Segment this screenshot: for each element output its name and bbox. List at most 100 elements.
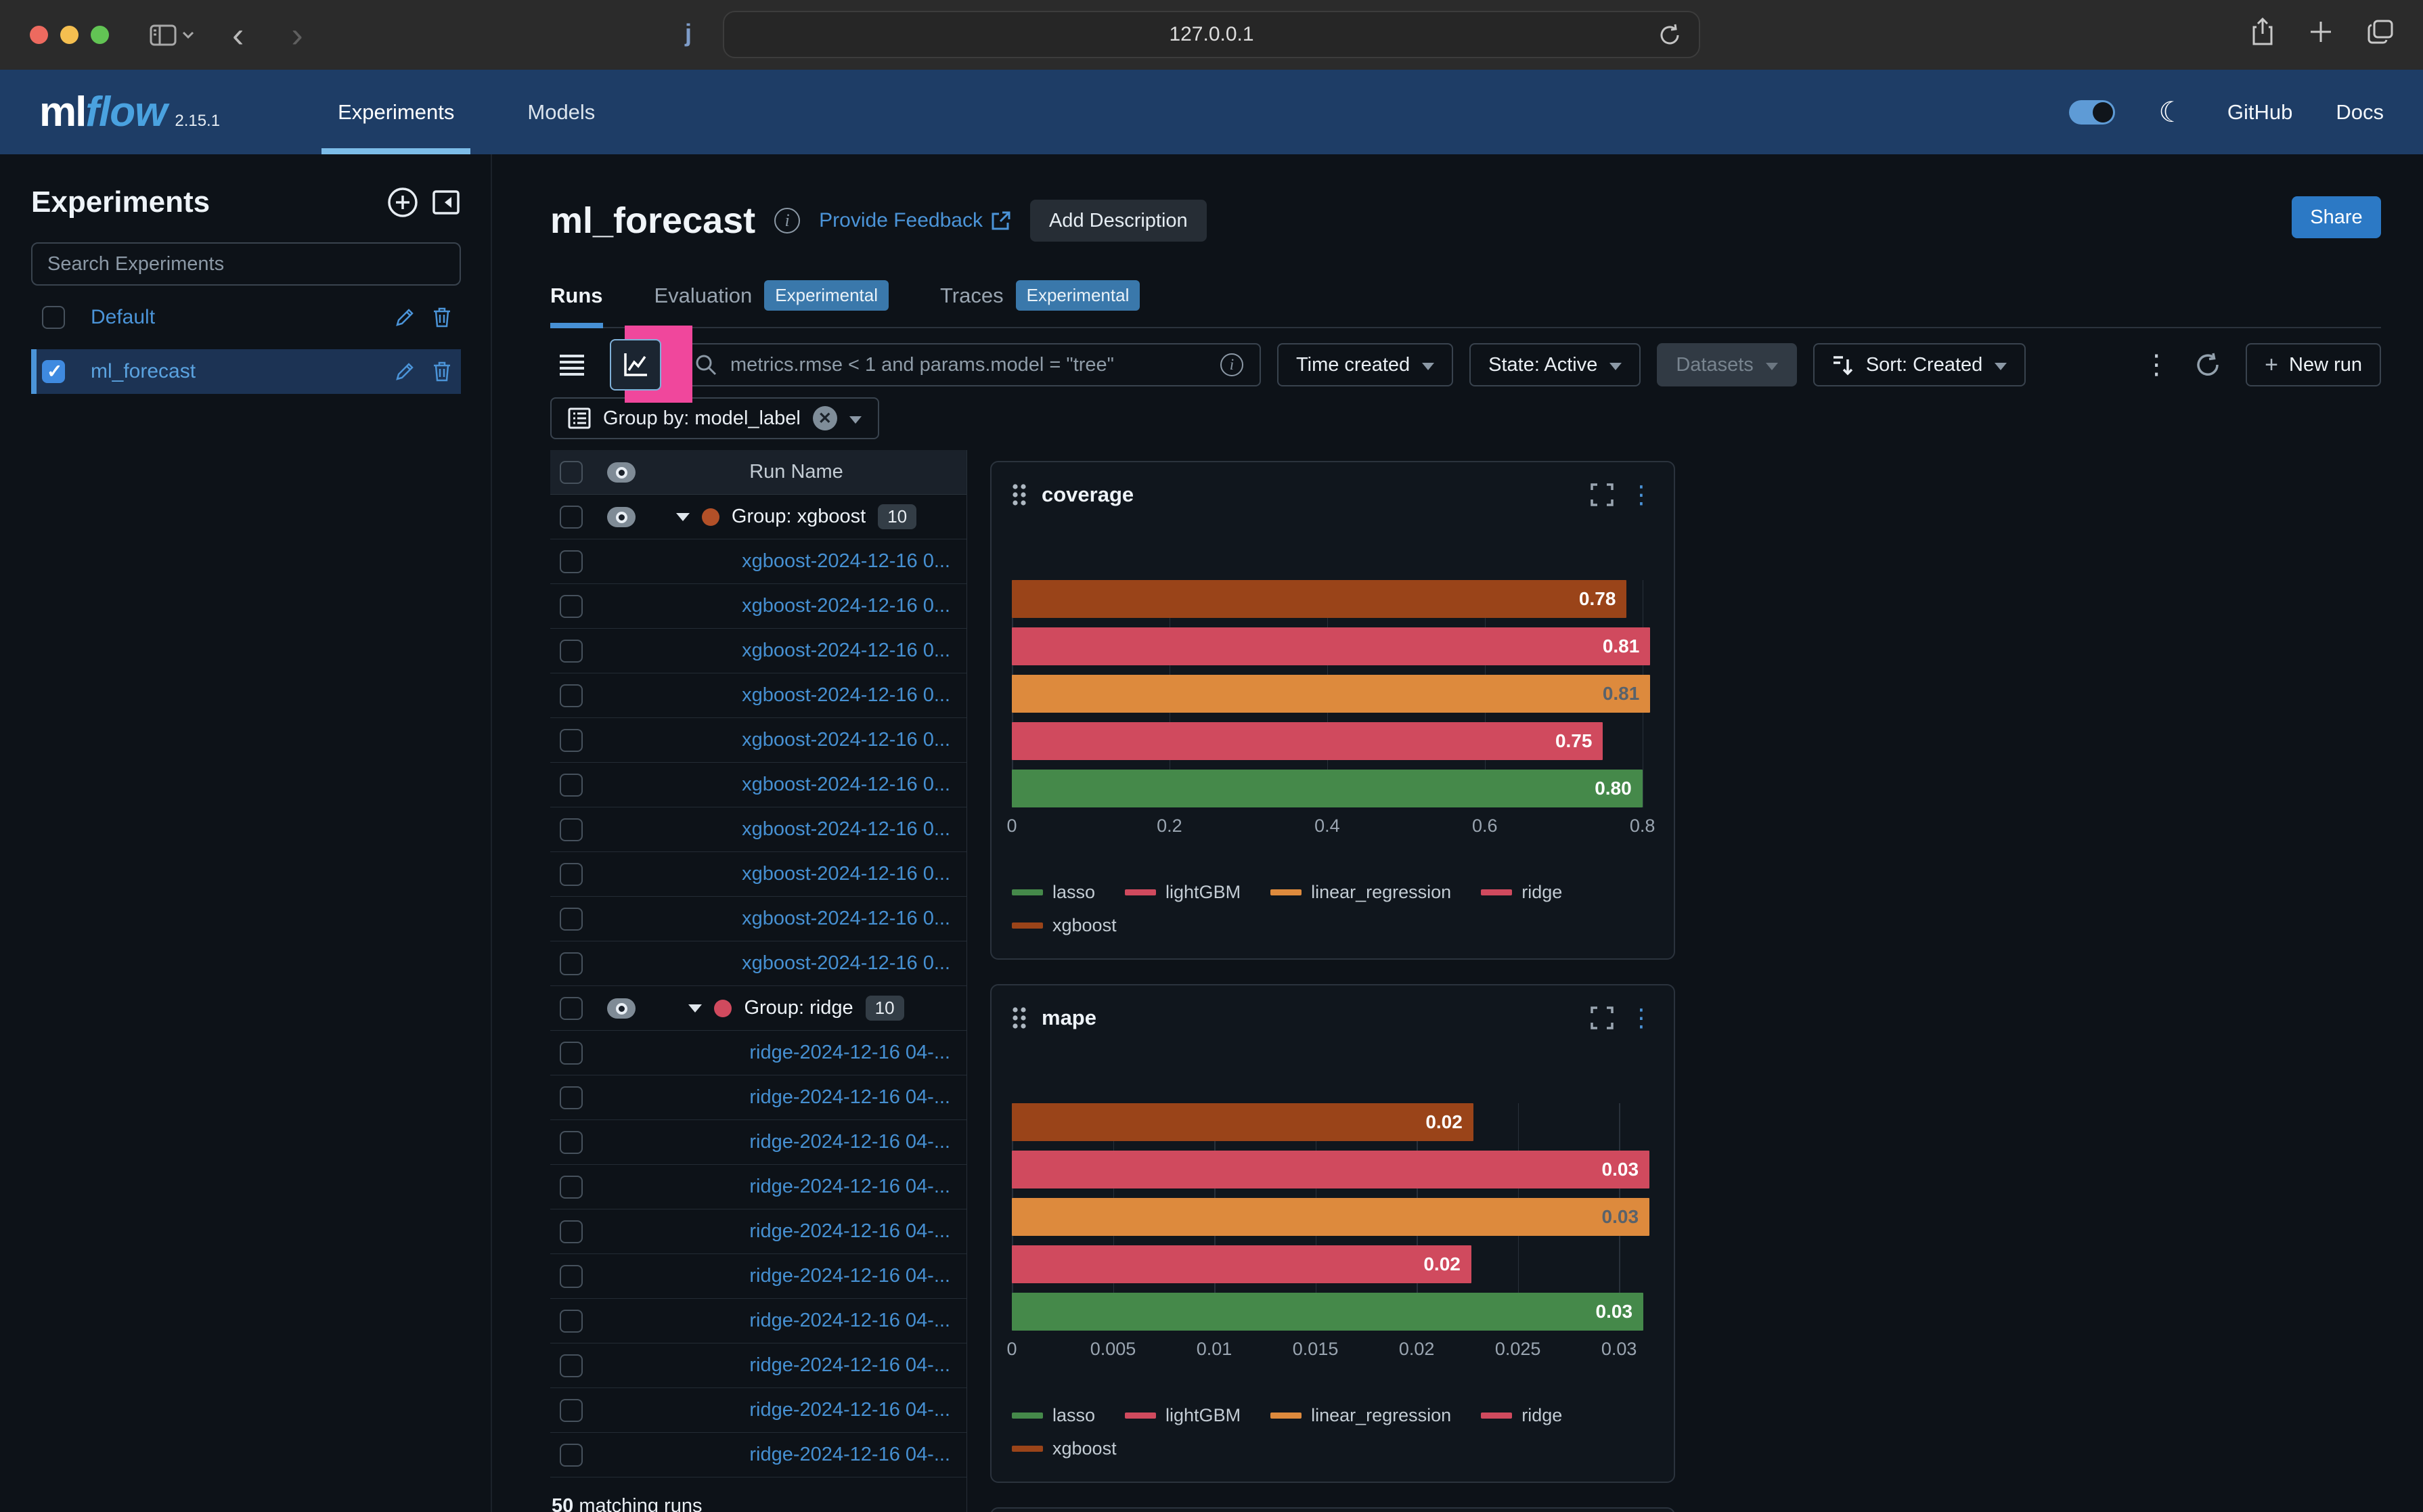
row-checkbox[interactable]	[560, 505, 583, 529]
run-name-link[interactable]: ridge-2024-12-16 04-...	[749, 1042, 950, 1063]
bar-lightGBM[interactable]: 0.02	[1012, 1245, 1471, 1283]
legend-item-lasso[interactable]: lasso	[1012, 882, 1095, 903]
browser-sidebar-icon[interactable]	[150, 24, 194, 46]
clear-group-by-icon[interactable]: ✕	[812, 406, 837, 430]
group-row[interactable]: Group: ridge 10	[550, 986, 966, 1031]
nav-models[interactable]: Models	[527, 99, 596, 124]
run-name-link[interactable]: ridge-2024-12-16 04-...	[749, 1086, 950, 1108]
window-controls[interactable]	[30, 26, 109, 44]
row-checkbox[interactable]	[560, 639, 583, 663]
row-checkbox[interactable]	[560, 862, 583, 886]
row-checkbox[interactable]	[560, 550, 583, 573]
run-row[interactable]: ridge-2024-12-16 04-...	[550, 1299, 966, 1343]
edit-pencil-icon[interactable]	[395, 361, 415, 382]
row-checkbox[interactable]	[560, 594, 583, 618]
add-description-button[interactable]: Add Description	[1029, 200, 1207, 242]
run-row[interactable]: xgboost-2024-12-16 0...	[550, 584, 966, 629]
tabs-overview-icon[interactable]	[2368, 20, 2393, 44]
run-row[interactable]: ridge-2024-12-16 04-...	[550, 1254, 966, 1299]
provide-feedback-link[interactable]: Provide Feedback	[819, 209, 1011, 232]
row-checkbox[interactable]	[560, 1309, 583, 1333]
legend-item-linear_regression[interactable]: linear_regression	[1270, 1405, 1451, 1426]
legend-item-ridge[interactable]: ridge	[1481, 882, 1562, 903]
row-checkbox[interactable]	[560, 1086, 583, 1109]
info-icon[interactable]: i	[774, 208, 801, 234]
bar-linear_regression[interactable]: 0.81	[1012, 675, 1651, 713]
run-name-link[interactable]: xgboost-2024-12-16 0...	[742, 729, 950, 751]
row-checkbox[interactable]	[560, 1130, 583, 1154]
run-name-link[interactable]: ridge-2024-12-16 04-...	[749, 1176, 950, 1197]
row-checkbox[interactable]	[560, 1041, 583, 1065]
docs-link[interactable]: Docs	[2336, 99, 2384, 124]
visibility-eye-icon[interactable]	[607, 462, 636, 483]
row-checkbox[interactable]	[560, 1443, 583, 1467]
time-created-filter[interactable]: Time created	[1277, 343, 1454, 386]
tab-evaluation[interactable]: Evaluation Experimental	[654, 280, 889, 327]
run-name-link[interactable]: xgboost-2024-12-16 0...	[742, 550, 950, 572]
delete-trash-icon[interactable]	[432, 361, 451, 382]
experiment-row-ml-forecast[interactable]: ml_forecast	[31, 349, 461, 394]
row-checkbox[interactable]	[560, 818, 583, 841]
chart-view-button[interactable]	[610, 339, 661, 391]
dark-mode-toggle[interactable]	[2069, 99, 2116, 125]
bar-lasso[interactable]: 0.03	[1012, 1293, 1644, 1331]
run-name-link[interactable]: xgboost-2024-12-16 0...	[742, 952, 950, 974]
row-checkbox[interactable]	[560, 1398, 583, 1422]
forward-button[interactable]: ›	[291, 15, 303, 55]
select-all-checkbox[interactable]	[560, 460, 583, 484]
row-checkbox[interactable]	[560, 684, 583, 707]
group-by-button[interactable]: Group by: model_label ✕	[550, 397, 879, 439]
run-row[interactable]: xgboost-2024-12-16 0...	[550, 897, 966, 941]
legend-item-lightGBM[interactable]: lightGBM	[1125, 882, 1241, 903]
drag-handle-icon[interactable]	[1012, 1006, 1027, 1029]
more-options-kebab[interactable]: ⋮	[2143, 349, 2171, 380]
close-window-button[interactable]	[30, 26, 48, 44]
run-name-link[interactable]: xgboost-2024-12-16 0...	[742, 774, 950, 795]
run-name-link[interactable]: ridge-2024-12-16 04-...	[749, 1131, 950, 1153]
new-run-button[interactable]: + New run	[2246, 343, 2381, 386]
collapse-sidebar-icon[interactable]	[431, 187, 461, 217]
visibility-eye-icon[interactable]	[607, 506, 636, 527]
group-row[interactable]: Group: xgboost 10	[550, 495, 966, 539]
github-link[interactable]: GitHub	[2227, 99, 2293, 124]
list-view-button[interactable]	[550, 343, 594, 386]
runs-search-input[interactable]: metrics.rmse < 1 and params.model = "tre…	[677, 343, 1261, 386]
experiment-link[interactable]: ml_forecast	[91, 360, 196, 382]
search-experiments-field[interactable]	[47, 252, 445, 275]
chevron-down-icon[interactable]	[675, 512, 690, 521]
legend-item-xgboost[interactable]: xgboost	[1012, 915, 1117, 936]
zoom-window-button[interactable]	[91, 26, 109, 44]
reload-icon[interactable]	[1658, 23, 1681, 47]
row-checkbox[interactable]	[560, 728, 583, 752]
run-row[interactable]: ridge-2024-12-16 04-...	[550, 1343, 966, 1388]
chart-options-kebab[interactable]: ⋮	[1629, 481, 1653, 509]
legend-item-ridge[interactable]: ridge	[1481, 1405, 1562, 1426]
bar-lightGBM[interactable]: 0.75	[1012, 722, 1603, 760]
row-checkbox[interactable]	[560, 996, 583, 1020]
bar-ridge[interactable]: 0.03	[1012, 1151, 1650, 1188]
search-experiments-input[interactable]	[31, 242, 461, 286]
run-name-link[interactable]: ridge-2024-12-16 04-...	[749, 1399, 950, 1421]
run-row[interactable]: ridge-2024-12-16 04-...	[550, 1165, 966, 1209]
run-row[interactable]: xgboost-2024-12-16 0...	[550, 629, 966, 673]
run-name-link[interactable]: xgboost-2024-12-16 0...	[742, 908, 950, 929]
row-checkbox[interactable]	[560, 1220, 583, 1243]
run-row[interactable]: ridge-2024-12-16 04-...	[550, 1031, 966, 1075]
run-row[interactable]: ridge-2024-12-16 04-...	[550, 1433, 966, 1477]
share-icon[interactable]	[2251, 18, 2274, 46]
experiment-checkbox-checked[interactable]	[42, 360, 65, 383]
run-row[interactable]: xgboost-2024-12-16 0...	[550, 941, 966, 986]
create-experiment-icon[interactable]	[386, 186, 419, 219]
address-bar[interactable]: 127.0.0.1	[723, 11, 1700, 58]
expand-chart-icon[interactable]	[1590, 1006, 1614, 1030]
run-row[interactable]: xgboost-2024-12-16 0...	[550, 539, 966, 584]
run-name-link[interactable]: ridge-2024-12-16 04-...	[749, 1220, 950, 1242]
search-info-icon[interactable]: i	[1220, 353, 1243, 376]
run-name-link[interactable]: ridge-2024-12-16 04-...	[749, 1310, 950, 1331]
nav-experiments[interactable]: Experiments	[321, 70, 471, 154]
drag-handle-icon[interactable]	[1012, 483, 1027, 506]
experiment-checkbox[interactable]	[42, 306, 65, 329]
run-row[interactable]: xgboost-2024-12-16 0...	[550, 852, 966, 897]
new-tab-icon[interactable]	[2309, 20, 2332, 43]
row-checkbox[interactable]	[560, 907, 583, 931]
